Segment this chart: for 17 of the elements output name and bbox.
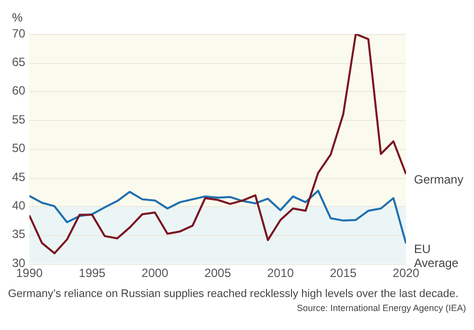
y-tick-label: 60 [12, 84, 26, 98]
text: Germany’s reliance on Russian supplies reached recklessly high levels over the last decade. [8, 288, 460, 300]
x-tick-label: 2015 [330, 266, 357, 280]
y-tick-label: 45 [12, 170, 26, 184]
series-label: Germany [414, 172, 464, 186]
y-tick-label: 50 [12, 141, 26, 156]
y-tick-label: 40 [12, 198, 26, 213]
y-axis-title: % [12, 10, 23, 24]
x-tick-label: 2000 [142, 266, 169, 280]
source-note: Source: International Energy Agency (IEA) [296, 303, 466, 313]
y-tick-label: 35 [12, 227, 26, 242]
x-tick-label: 1995 [78, 266, 106, 280]
x-tick-label: 2005 [204, 266, 232, 280]
y-tick-label: 70 [12, 26, 26, 40]
y-tick-label: 65 [12, 55, 26, 70]
x-tick-label: 2010 [267, 266, 294, 280]
y-tick-label: 55 [12, 112, 26, 126]
